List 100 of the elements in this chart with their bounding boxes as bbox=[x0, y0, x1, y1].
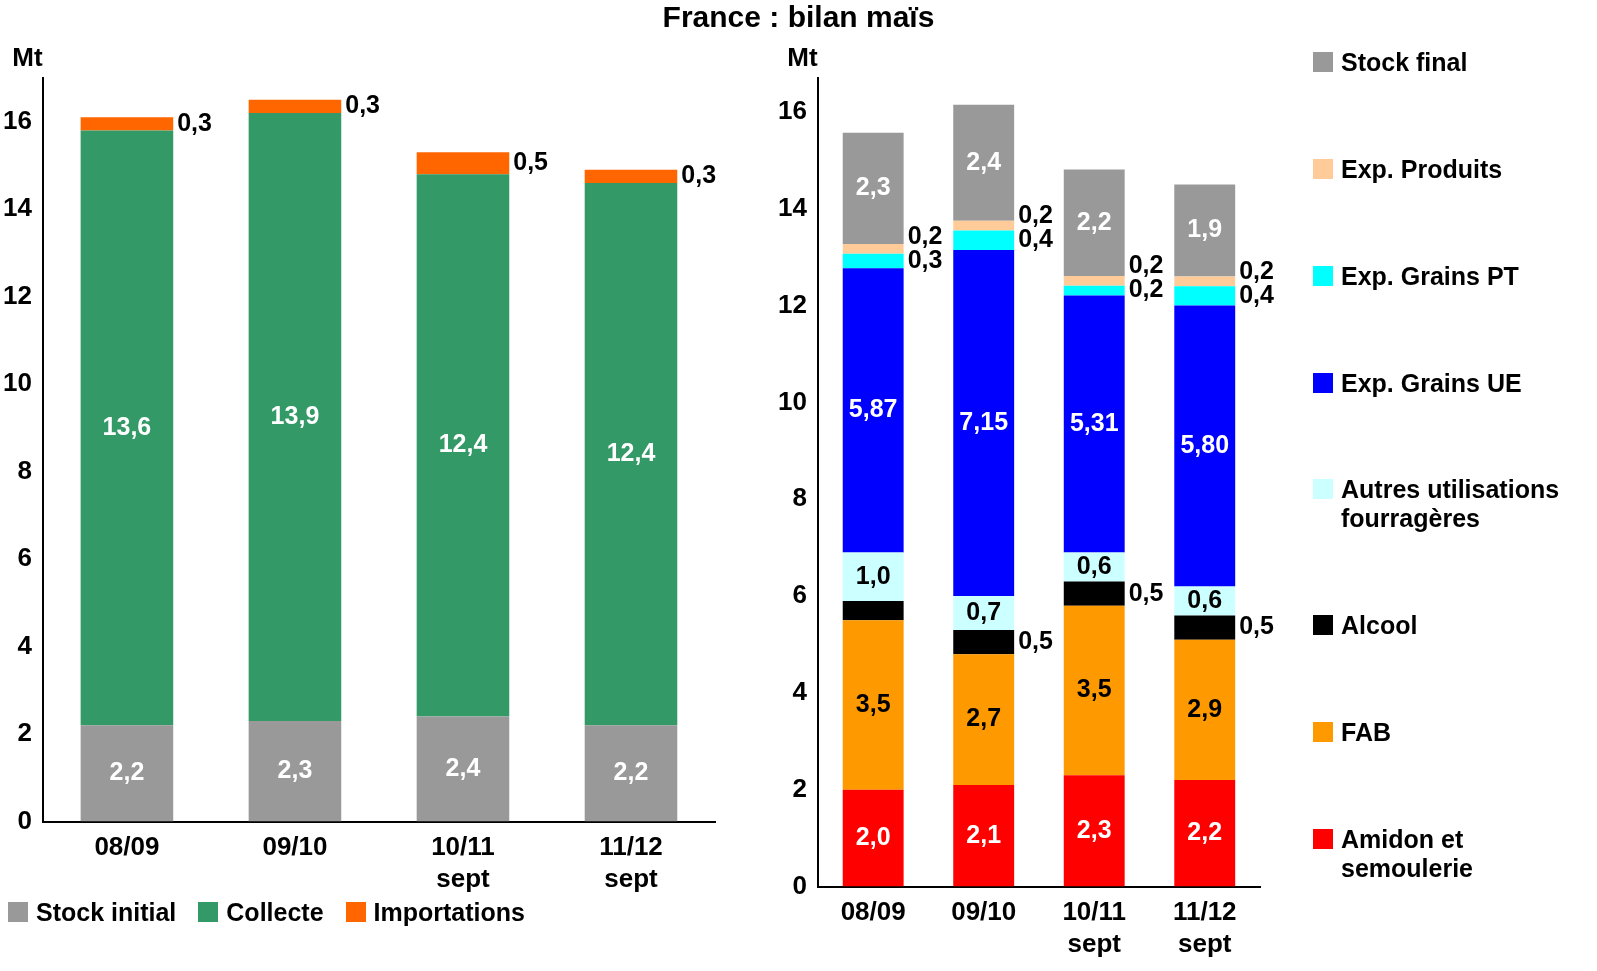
data-label: 3,5 bbox=[855, 688, 891, 717]
bar bbox=[248, 721, 342, 822]
x-tick-label: 09/10 bbox=[262, 831, 328, 862]
y-tick-label: 12 bbox=[3, 279, 32, 310]
bar bbox=[80, 117, 174, 131]
x-tick-label: 11/12 sept bbox=[1172, 896, 1237, 958]
bar bbox=[1174, 184, 1236, 277]
data-label: 2,7 bbox=[966, 703, 1002, 732]
y-tick-label: 16 bbox=[778, 95, 807, 126]
y-tick-label: 4 bbox=[17, 629, 33, 660]
x-tick-label: 10/11 sept bbox=[1062, 896, 1127, 958]
bar bbox=[1174, 276, 1236, 287]
bar bbox=[584, 169, 678, 183]
bar bbox=[1174, 286, 1236, 306]
data-label: 0,3 bbox=[177, 107, 212, 136]
legend-label: Autres utilisations fourragères bbox=[1341, 475, 1561, 534]
y-axis-title: Mt bbox=[12, 42, 43, 73]
y-axis-title: Mt bbox=[787, 42, 818, 73]
bar bbox=[416, 174, 510, 717]
text: France : bilan maïs bbox=[661, 0, 936, 34]
data-label: 1,0 bbox=[855, 560, 891, 589]
bar bbox=[953, 249, 1015, 597]
data-label: 12,4 bbox=[606, 438, 656, 467]
bar bbox=[80, 725, 174, 822]
x-tick-label: 08/09 bbox=[94, 831, 160, 862]
data-label: 0,5 bbox=[1018, 625, 1053, 654]
data-label: 2,9 bbox=[1187, 693, 1223, 722]
y-tick-label: 14 bbox=[778, 191, 808, 222]
data-label: 5,87 bbox=[848, 394, 898, 423]
x-tick-label: 08/09 bbox=[840, 896, 906, 927]
bar bbox=[1174, 615, 1236, 640]
data-label: 2,2 bbox=[109, 757, 145, 786]
data-label: 0,3 bbox=[681, 160, 717, 189]
y-tick-label: 10 bbox=[778, 385, 807, 416]
data-label: 2,2 bbox=[613, 757, 649, 786]
data-label: 0,6 bbox=[1187, 584, 1223, 613]
bar bbox=[1063, 169, 1125, 277]
bar bbox=[584, 182, 678, 726]
y-tick-label: 0 bbox=[17, 804, 32, 835]
bar bbox=[1063, 581, 1125, 606]
data-label: 0,5 bbox=[1128, 577, 1164, 606]
y-tick-label: 6 bbox=[792, 579, 807, 610]
data-label: 0,2 bbox=[1239, 255, 1274, 284]
data-label: 2,4 bbox=[445, 753, 481, 781]
bar bbox=[842, 789, 904, 887]
data-label: 0,2 bbox=[1128, 250, 1164, 279]
bar bbox=[953, 220, 1015, 231]
bar bbox=[953, 784, 1015, 887]
bar bbox=[416, 716, 510, 822]
data-label: 3,5 bbox=[1076, 674, 1112, 703]
y-tick-label: 0 bbox=[792, 869, 807, 900]
legend-label: Exp. Grains PT bbox=[1341, 261, 1519, 291]
y-tick-label: 10 bbox=[3, 367, 32, 398]
data-label: 0,5 bbox=[1239, 611, 1275, 640]
y-tick-label: 8 bbox=[792, 482, 807, 513]
data-label: 2,3 bbox=[855, 172, 891, 201]
y-tick-label: 16 bbox=[3, 104, 32, 135]
data-label: 2,2 bbox=[1076, 206, 1112, 235]
y-tick-label: 12 bbox=[778, 288, 807, 319]
x-tick-label: 11/12 sept bbox=[599, 831, 663, 893]
bar bbox=[416, 152, 510, 175]
bar bbox=[842, 132, 904, 245]
x-tick-label: 09/10 bbox=[951, 896, 1017, 927]
bar bbox=[842, 268, 904, 553]
legend-label: FAB bbox=[1341, 718, 1391, 748]
y-tick-label: 4 bbox=[792, 676, 808, 707]
data-label: 5,80 bbox=[1180, 429, 1230, 458]
bar bbox=[1174, 639, 1236, 781]
bar bbox=[953, 629, 1015, 655]
bar bbox=[1063, 276, 1125, 286]
bar bbox=[1174, 780, 1236, 887]
bar bbox=[953, 104, 1015, 221]
y-tick-label: 6 bbox=[17, 542, 32, 573]
bar bbox=[1174, 305, 1236, 587]
bar bbox=[842, 253, 904, 269]
legend-label: Stock initial bbox=[36, 898, 177, 927]
legend-label: Importations bbox=[373, 898, 525, 927]
data-label: 2,3 bbox=[1076, 814, 1112, 843]
data-label: 2,3 bbox=[277, 755, 313, 784]
data-label: 2,2 bbox=[1187, 817, 1223, 846]
bar bbox=[953, 654, 1015, 785]
bar bbox=[842, 620, 904, 790]
data-label: 2,1 bbox=[966, 819, 1002, 848]
data-label: 0,7 bbox=[966, 596, 1002, 625]
data-label: 2,4 bbox=[966, 146, 1002, 175]
bar bbox=[953, 230, 1015, 250]
y-tick-label: 14 bbox=[3, 192, 33, 223]
data-label: 0,3 bbox=[345, 90, 381, 119]
data-label: 0,5 bbox=[513, 147, 549, 176]
data-label: 0,2 bbox=[907, 220, 943, 249]
data-label: 0,2 bbox=[1018, 200, 1053, 229]
x-tick-label: 10/11 sept bbox=[431, 831, 495, 893]
y-tick-label: 8 bbox=[17, 454, 32, 485]
data-label: 0,6 bbox=[1076, 550, 1112, 579]
data-label: 5,31 bbox=[1069, 407, 1119, 436]
legend-label: Alcool bbox=[1341, 611, 1418, 641]
bar bbox=[248, 99, 342, 113]
data-label: 7,15 bbox=[959, 406, 1009, 435]
bar bbox=[1063, 605, 1125, 776]
legend-label: Amidon et semoulerie bbox=[1341, 824, 1474, 883]
